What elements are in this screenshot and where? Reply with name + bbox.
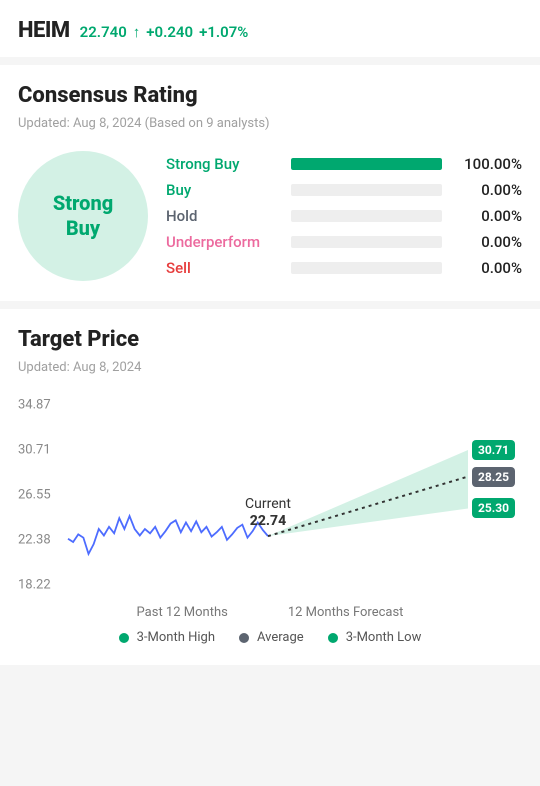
axis-forecast-label: 12 Months Forecast <box>288 605 404 620</box>
price-chart: 34.87 30.71 26.55 22.38 18.22 Current22.74 30.… <box>18 395 522 595</box>
current-label: Current22.74 <box>245 496 291 530</box>
pct-change: +1.07% <box>199 23 248 41</box>
rating-label: Hold <box>166 207 281 225</box>
price-change: +0.240 <box>146 23 193 41</box>
axis-labels: Past 12 Months 12 Months Forecast <box>18 605 522 620</box>
y-tick: 34.87 <box>18 398 51 413</box>
y-tick: 30.71 <box>18 442 51 457</box>
y-tick: 22.38 <box>18 533 51 548</box>
rating-row: Strong Buy 100.00% <box>166 155 522 173</box>
consensus-rating-card: Consensus Rating Updated: Aug 8, 2024 (B… <box>0 65 540 301</box>
rating-row: Underperform 0.00% <box>166 233 522 251</box>
rating-bar-track <box>291 158 442 170</box>
section-title: Target Price <box>18 327 522 352</box>
rating-pct: 0.00% <box>452 259 522 277</box>
rating-pct: 0.00% <box>452 233 522 251</box>
target-updated: Updated: Aug 8, 2024 <box>18 360 522 375</box>
rating-row: Sell 0.00% <box>166 259 522 277</box>
legend-label: 3-Month Low <box>346 630 422 645</box>
rating-label: Buy <box>166 181 281 199</box>
section-title: Consensus Rating <box>18 83 522 108</box>
legend-item: 3-Month High <box>119 630 215 645</box>
y-tick: 26.55 <box>18 487 51 502</box>
legend-dot-icon <box>119 633 129 643</box>
last-price: 22.740 <box>80 23 127 41</box>
chart-legend: 3-Month High Average 3-Month Low <box>18 630 522 645</box>
legend-dot-icon <box>239 633 249 643</box>
ticker-header: HEIM 22.740 ↑ +0.240 +1.07% <box>0 0 540 57</box>
forecast-band <box>268 450 468 536</box>
rating-updated: Updated: Aug 8, 2024 (Based on 9 analyst… <box>18 116 522 131</box>
legend-item: Average <box>239 630 304 645</box>
rating-badge-text: Strong Buy <box>53 191 113 241</box>
y-tick: 18.22 <box>18 578 51 593</box>
rating-bars: Strong Buy100.00%Buy0.00%Hold0.00%Underp… <box>166 155 522 277</box>
rating-row: Buy 0.00% <box>166 181 522 199</box>
chart-svg <box>18 395 522 595</box>
rating-bar-track <box>291 184 442 196</box>
legend-label: 3-Month High <box>137 630 215 645</box>
rating-bar-track <box>291 210 442 222</box>
ticker-symbol[interactable]: HEIM <box>18 18 70 43</box>
legend-item: 3-Month Low <box>328 630 422 645</box>
legend-label: Average <box>257 630 304 645</box>
axis-past-label: Past 12 Months <box>137 605 228 620</box>
forecast-pill: 28.25 <box>472 467 515 487</box>
rating-label: Strong Buy <box>166 155 281 173</box>
rating-bar-track <box>291 262 442 274</box>
price-block: 22.740 ↑ +0.240 +1.07% <box>80 23 249 41</box>
legend-dot-icon <box>328 633 338 643</box>
forecast-pill: 30.71 <box>472 440 515 460</box>
past-price-line <box>68 516 268 554</box>
rating-bar-track <box>291 236 442 248</box>
rating-pct: 100.00% <box>452 155 522 173</box>
rating-pct: 0.00% <box>452 181 522 199</box>
target-price-card: Target Price Updated: Aug 8, 2024 34.873… <box>0 309 540 665</box>
rating-bar-fill <box>291 158 442 170</box>
forecast-pill: 25.30 <box>472 498 515 518</box>
rating-label: Sell <box>166 259 281 277</box>
arrow-up-icon: ↑ <box>133 25 141 40</box>
rating-badge: Strong Buy <box>18 151 148 281</box>
rating-label: Underperform <box>166 233 281 251</box>
rating-pct: 0.00% <box>452 207 522 225</box>
rating-row: Hold 0.00% <box>166 207 522 225</box>
